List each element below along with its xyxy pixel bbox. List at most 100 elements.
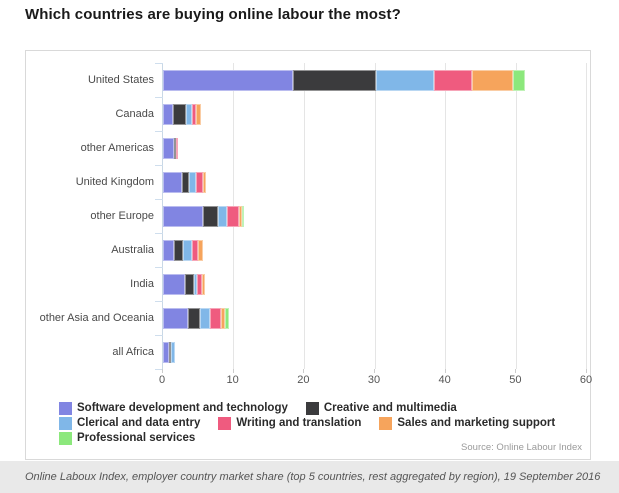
bar-segment[interactable] <box>182 171 190 193</box>
bar-segment[interactable] <box>163 137 174 159</box>
bar-segment[interactable] <box>191 239 198 261</box>
x-axis-tick <box>162 369 163 373</box>
bar-segment[interactable] <box>171 341 175 363</box>
bar-segment[interactable] <box>472 69 513 91</box>
x-axis-tick-label: 40 <box>438 374 451 386</box>
stacked-bar-chart: United States Canada other Americas United … <box>26 63 590 370</box>
x-axis-tick-label: 0 <box>158 374 166 386</box>
gridline <box>374 63 376 369</box>
bar-segment[interactable] <box>173 239 184 261</box>
bar-segment[interactable] <box>183 239 192 261</box>
source-note: Source: Online Labour Index <box>461 442 582 453</box>
gridline <box>303 63 305 369</box>
caption-strip: Online Laboux Index, employer country ma… <box>0 461 619 493</box>
bar-segment[interactable] <box>197 239 203 261</box>
bar-segment[interactable] <box>221 307 225 329</box>
bar-segment[interactable] <box>187 307 200 329</box>
legend-item[interactable]: Sales and marketing support <box>379 416 555 430</box>
bar-segment[interactable] <box>191 103 197 125</box>
bar-segment[interactable] <box>173 137 176 159</box>
bar-row <box>163 335 586 369</box>
bar-segment[interactable] <box>194 273 197 295</box>
legend-row: Software development and technology Creat… <box>59 401 590 415</box>
bar-segment[interactable] <box>168 341 172 363</box>
x-axis-tick <box>303 369 305 373</box>
bar-segment[interactable] <box>163 205 204 227</box>
bar-segment[interactable] <box>199 307 211 329</box>
bar-segment[interactable] <box>163 307 188 329</box>
legend-item[interactable]: Software development and technology <box>59 401 288 415</box>
bar-row <box>163 199 586 233</box>
bar-row <box>163 233 586 267</box>
bar-row <box>163 97 586 131</box>
y-axis-label: Canada <box>115 108 154 120</box>
legend-item[interactable]: Clerical and data entry <box>59 416 200 430</box>
legend-swatch <box>59 416 72 430</box>
y-axis-tick <box>155 131 163 132</box>
y-axis-label: other Asia and Oceania <box>39 312 154 324</box>
bar-segment[interactable] <box>217 205 228 227</box>
y-axis-tick <box>155 165 163 166</box>
bar-segment[interactable] <box>224 307 229 329</box>
bar-segment[interactable] <box>163 69 294 91</box>
y-axis-label: United States <box>87 74 154 86</box>
x-axis-tick <box>374 369 375 373</box>
bar-segment[interactable] <box>163 273 185 295</box>
bar-segment[interactable] <box>201 273 205 295</box>
bar-segment[interactable] <box>184 273 194 295</box>
bar-row <box>163 165 586 199</box>
y-axis-label: other Americas <box>80 142 154 154</box>
legend-item[interactable]: Professional services <box>59 431 195 445</box>
y-axis-tick <box>155 301 163 302</box>
bar-segment[interactable] <box>186 103 192 125</box>
y-axis-tick <box>155 233 163 234</box>
bar-segment[interactable] <box>163 239 174 261</box>
bar-row <box>163 301 586 335</box>
x-axis-tick <box>515 369 517 373</box>
bar-segment[interactable] <box>163 103 173 125</box>
y-axis-label: other Europe <box>90 210 154 222</box>
legend-item[interactable]: Writing and translation <box>218 416 361 430</box>
y-axis-label: Australia <box>111 244 154 256</box>
x-axis-tick <box>586 369 587 373</box>
bar-segment[interactable] <box>375 69 434 91</box>
legend-label: Creative and multimedia <box>323 402 457 414</box>
bar-segment[interactable] <box>175 137 178 159</box>
x-axis-tick-label: 30 <box>367 374 381 386</box>
y-axis-tick <box>155 267 163 268</box>
legend-item[interactable]: Creative and multimedia <box>305 401 457 415</box>
y-axis-tick <box>155 369 163 370</box>
bar-segment[interactable] <box>172 103 187 125</box>
legend-label: Clerical and data entry <box>77 417 201 429</box>
x-axis-tick <box>232 369 234 373</box>
bar-segment[interactable] <box>210 307 222 329</box>
plot-area <box>155 63 587 370</box>
bar-segment[interactable] <box>163 341 169 363</box>
gridline <box>515 63 517 369</box>
bar-segment[interactable] <box>241 205 245 227</box>
bar-segment[interactable] <box>227 205 240 227</box>
bar-segment[interactable] <box>196 273 202 295</box>
legend-label: Sales and marketing support <box>397 417 556 429</box>
y-axis-tick <box>155 63 163 64</box>
gridline <box>444 63 446 369</box>
bar-row <box>163 63 586 97</box>
bar-segment[interactable] <box>293 69 376 91</box>
legend-swatch <box>379 416 393 430</box>
x-axis-tick-label: 60 <box>579 374 593 386</box>
legend-label: Software development and technology <box>77 402 288 414</box>
legend-label: Writing and translation <box>236 417 362 429</box>
bar-segment[interactable] <box>163 171 183 193</box>
y-axis-label: all Africa <box>112 346 154 358</box>
bar-segment[interactable] <box>203 205 218 227</box>
bar-segment[interactable] <box>239 205 242 227</box>
bar-segment[interactable] <box>512 69 525 91</box>
bar-segment[interactable] <box>189 171 197 193</box>
bar-segment[interactable] <box>433 69 473 91</box>
bar-segment[interactable] <box>196 171 203 193</box>
bar-segment[interactable] <box>202 171 206 193</box>
gridline <box>586 63 587 369</box>
x-axis-tick-label: 10 <box>226 374 239 386</box>
chart-panel: United States Canada other Americas United … <box>25 50 593 460</box>
bar-segment[interactable] <box>196 103 202 125</box>
